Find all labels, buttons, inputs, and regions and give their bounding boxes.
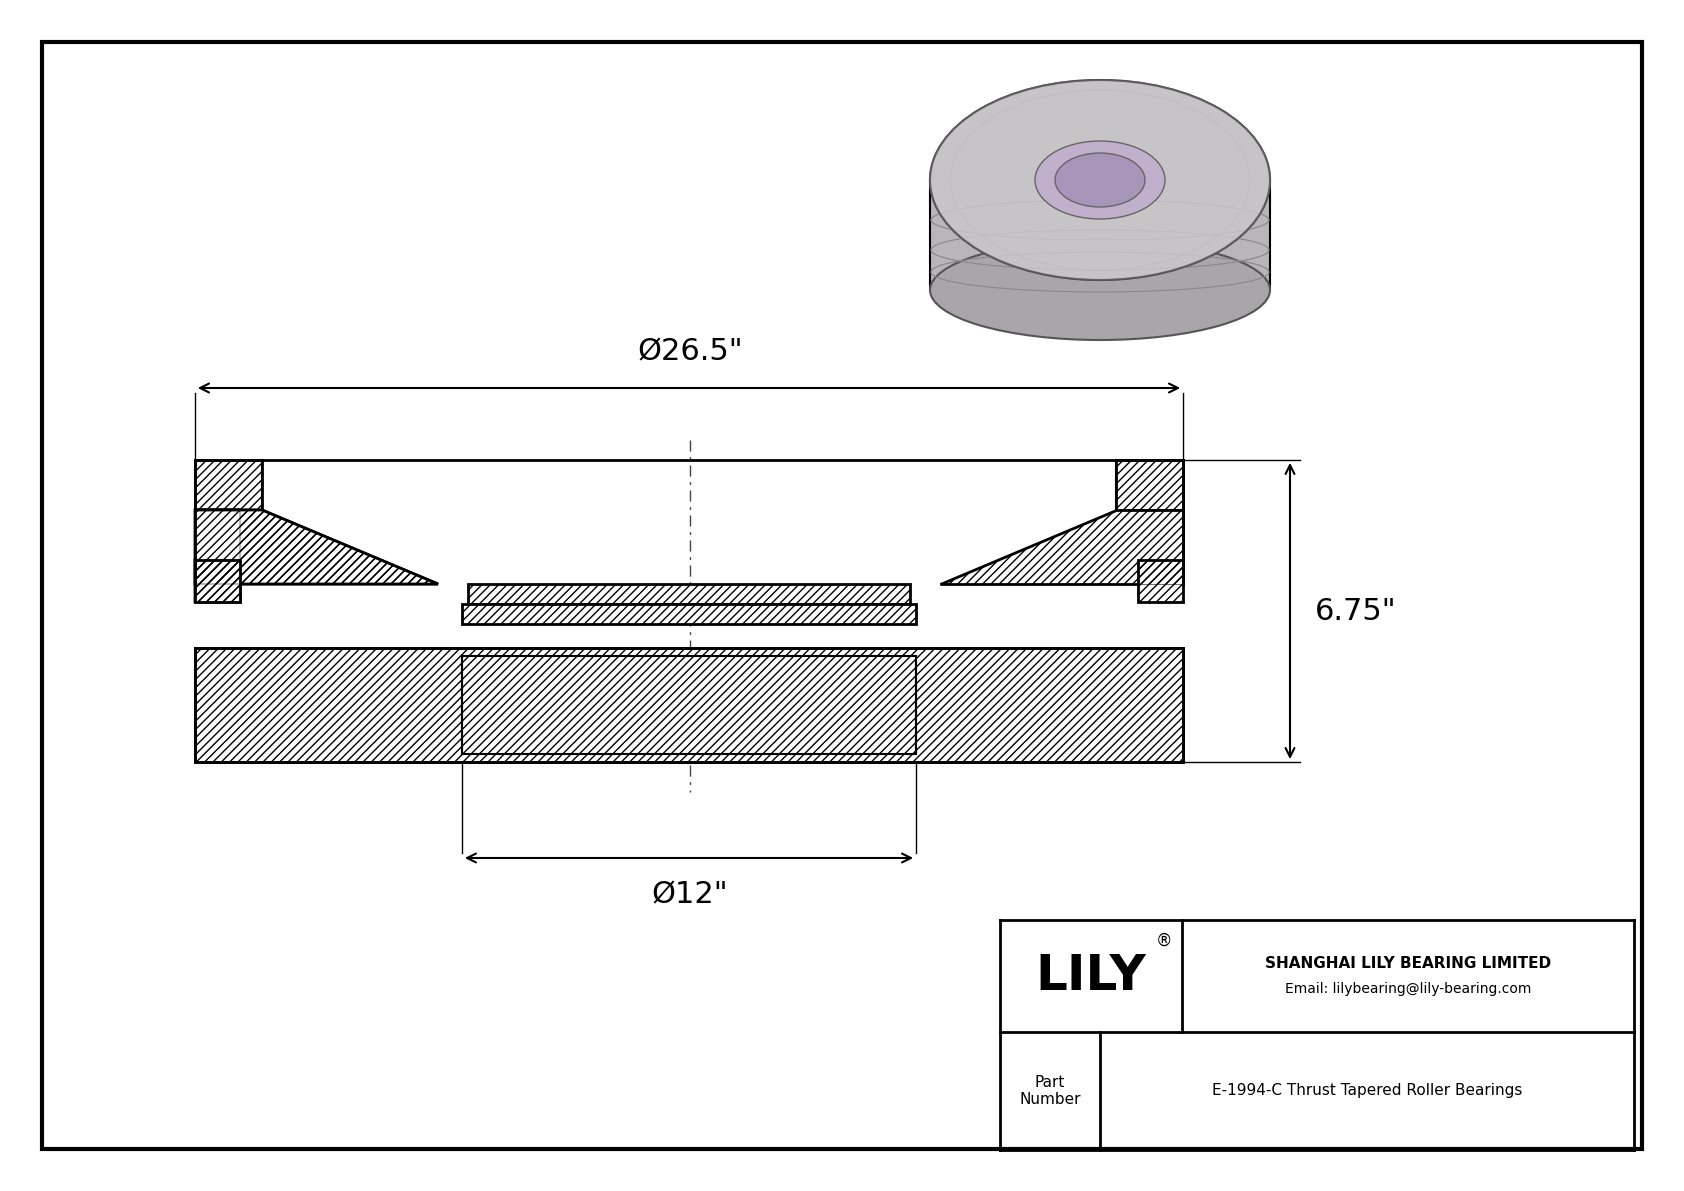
Ellipse shape — [1041, 144, 1160, 216]
Ellipse shape — [930, 80, 1270, 280]
Polygon shape — [468, 584, 909, 604]
Polygon shape — [195, 510, 438, 584]
Polygon shape — [940, 510, 1182, 584]
Polygon shape — [930, 180, 1270, 305]
Ellipse shape — [1054, 152, 1145, 207]
Ellipse shape — [1059, 156, 1140, 204]
Ellipse shape — [930, 241, 1270, 339]
Text: LILY: LILY — [1036, 952, 1147, 1000]
Ellipse shape — [1036, 141, 1165, 219]
Polygon shape — [195, 560, 241, 601]
Text: Ø26.5": Ø26.5" — [637, 337, 743, 366]
Polygon shape — [195, 648, 1182, 762]
Polygon shape — [461, 604, 916, 624]
Polygon shape — [1116, 460, 1182, 510]
Polygon shape — [195, 460, 263, 510]
Text: SHANGHAI LILY BEARING LIMITED: SHANGHAI LILY BEARING LIMITED — [1265, 956, 1551, 971]
Polygon shape — [461, 656, 916, 754]
Polygon shape — [195, 510, 438, 601]
Ellipse shape — [930, 80, 1270, 280]
Text: E-1994-C Thrust Tapered Roller Bearings: E-1994-C Thrust Tapered Roller Bearings — [1212, 1084, 1522, 1098]
Text: Email: lilybearing@lily-bearing.com: Email: lilybearing@lily-bearing.com — [1285, 983, 1531, 996]
Text: Part
Number: Part Number — [1019, 1074, 1081, 1108]
Text: 6.75": 6.75" — [1315, 597, 1396, 625]
Text: ®: ® — [1155, 933, 1172, 950]
Text: Ø12": Ø12" — [652, 880, 727, 909]
Polygon shape — [1138, 560, 1182, 601]
